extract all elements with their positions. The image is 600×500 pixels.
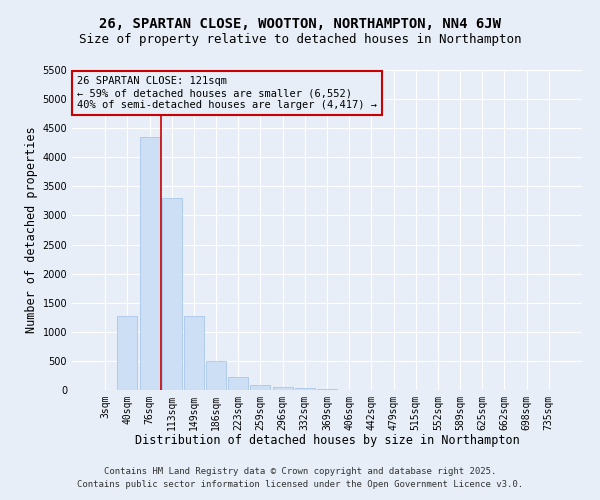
Bar <box>295 388 315 390</box>
Bar <box>206 361 226 390</box>
Bar <box>228 378 248 390</box>
Bar <box>140 137 160 390</box>
Bar <box>317 389 337 390</box>
Bar <box>184 316 204 390</box>
Bar <box>272 387 293 390</box>
Text: Size of property relative to detached houses in Northampton: Size of property relative to detached ho… <box>79 32 521 46</box>
Y-axis label: Number of detached properties: Number of detached properties <box>25 126 38 334</box>
Text: Contains public sector information licensed under the Open Government Licence v3: Contains public sector information licen… <box>77 480 523 489</box>
Bar <box>162 198 182 390</box>
Text: Contains HM Land Registry data © Crown copyright and database right 2025.: Contains HM Land Registry data © Crown c… <box>104 467 496 476</box>
Bar <box>250 385 271 390</box>
Text: 26 SPARTAN CLOSE: 121sqm
← 59% of detached houses are smaller (6,552)
40% of sem: 26 SPARTAN CLOSE: 121sqm ← 59% of detach… <box>77 76 377 110</box>
Text: 26, SPARTAN CLOSE, WOOTTON, NORTHAMPTON, NN4 6JW: 26, SPARTAN CLOSE, WOOTTON, NORTHAMPTON,… <box>99 18 501 32</box>
Bar <box>118 316 137 390</box>
X-axis label: Distribution of detached houses by size in Northampton: Distribution of detached houses by size … <box>134 434 520 448</box>
